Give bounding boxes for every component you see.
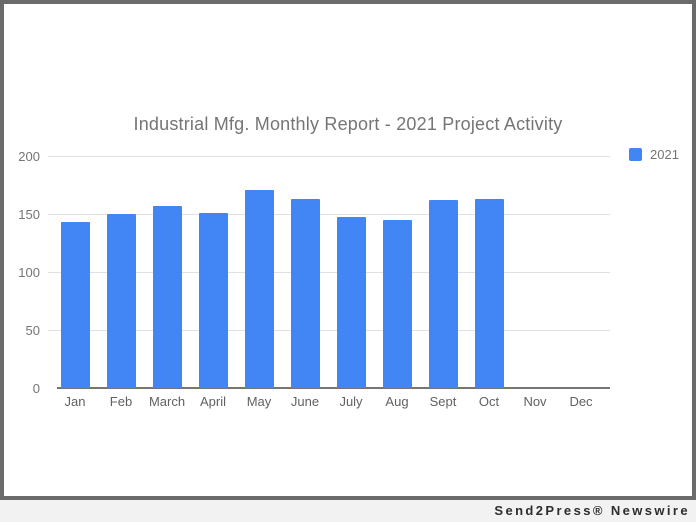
y-axis-label-200: 200 — [18, 149, 40, 164]
plot-area: 0 50 100 150 200 Jan Feb March April May June July A… — [18, 149, 610, 409]
chart-title: Industrial Mfg. Monthly Report - 2021 Pr… — [133, 114, 563, 134]
bar-july — [336, 217, 366, 388]
x-axis-label-april: April — [199, 394, 226, 409]
newswire-credit: Send2Press® Newswire — [494, 503, 690, 518]
x-axis-label-oct: Oct — [478, 394, 500, 409]
x-axis-label-june: June — [290, 394, 320, 409]
y-axis-label-50: 50 — [25, 323, 40, 338]
y-axis-label-100: 100 — [18, 265, 40, 280]
footer-strip: Send2Press® Newswire — [0, 500, 696, 522]
x-axis-label-feb: Feb — [109, 394, 133, 409]
chart-legend: 2021 — [629, 147, 679, 162]
bar-aug — [382, 220, 412, 388]
bar-june — [290, 199, 320, 388]
legend-series-label: 2021 — [650, 147, 679, 162]
x-axis-line — [57, 387, 610, 389]
x-axis-label-march: March — [148, 394, 186, 409]
bar-sept — [428, 200, 458, 388]
gridline-50 — [48, 330, 610, 331]
x-axis-label-sept: Sept — [429, 394, 457, 409]
gridline-100 — [48, 272, 610, 273]
x-axis-label-nov: Nov — [523, 394, 547, 409]
x-axis-label-dec: Dec — [569, 394, 593, 409]
bar-jan — [60, 222, 90, 388]
x-axis-label-jan: Jan — [64, 394, 86, 409]
bar-may — [244, 190, 274, 388]
y-axis-label-150: 150 — [18, 207, 40, 222]
legend-swatch-icon — [629, 148, 642, 161]
bar-march — [152, 206, 182, 388]
bar-oct — [474, 199, 504, 388]
bar-feb — [106, 214, 136, 388]
x-axis-label-may: May — [246, 394, 272, 409]
gridline-150 — [48, 214, 610, 215]
bar-april — [198, 213, 228, 388]
y-axis-label-0: 0 — [32, 381, 40, 396]
gridline-200 — [48, 156, 610, 157]
x-axis-label-aug: Aug — [385, 394, 409, 409]
x-axis-label-july: July — [339, 394, 363, 409]
